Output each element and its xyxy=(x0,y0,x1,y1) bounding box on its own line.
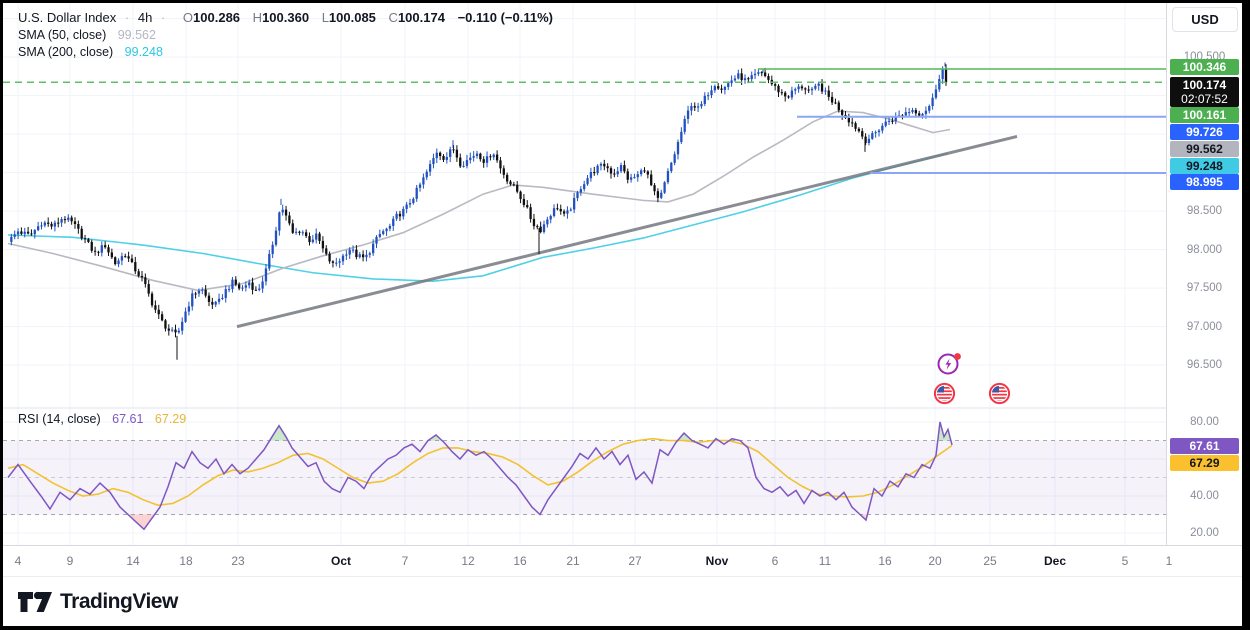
currency-button[interactable]: USD xyxy=(1172,7,1238,32)
rsi-legend: RSI (14, close) 67.61 67.29 xyxy=(18,412,186,426)
price-axis[interactable]: 100.500 98.500 98.000 97.500 97.000 96.500 80.… xyxy=(1166,3,1242,545)
sma50-line xyxy=(7,110,951,292)
tradingview-logo[interactable]: TradingView xyxy=(17,588,178,616)
price-levels-layer xyxy=(3,68,1166,175)
price-axis-badge: 100.161 xyxy=(1170,107,1239,123)
time-tick-label: Oct xyxy=(330,554,352,568)
logo-row: TradingView xyxy=(3,576,1242,626)
time-tick-label: 18 xyxy=(179,554,193,568)
open-value: 100.286 xyxy=(193,10,241,25)
candles-layer xyxy=(10,62,948,360)
separator-dot: · xyxy=(160,10,166,25)
rsi-value: 67.61 xyxy=(112,412,144,426)
sma200-value: 99.248 xyxy=(124,45,163,59)
sma200-row: SMA (200, close) 99.248 xyxy=(18,44,553,62)
time-tick-label: 16 xyxy=(878,554,892,568)
sma200-line xyxy=(7,152,949,283)
interval-label[interactable]: 4h xyxy=(137,10,153,25)
tradingview-logo-text: TradingView xyxy=(60,590,178,613)
time-tick-label: 25 xyxy=(983,554,997,568)
symbol-row: U.S. Dollar Index · 4h · O100.286 H100.3… xyxy=(18,9,553,27)
price-tick-label: 80.00 xyxy=(1190,416,1219,428)
price-axis-badge: 99.562 xyxy=(1170,141,1239,157)
sma50-row: SMA (50, close) 99.562 xyxy=(18,27,553,45)
rsi-line xyxy=(7,421,953,531)
rsi-band-layer xyxy=(3,407,1166,515)
overlay-lines-layer xyxy=(7,110,1018,329)
us-flag-event-icon[interactable] xyxy=(987,381,1012,411)
price-tick-label: 98.500 xyxy=(1186,205,1223,217)
close-value: 100.174 xyxy=(397,10,445,25)
price-axis-badge: 99.726 xyxy=(1170,124,1239,140)
time-tick-label: 16 xyxy=(513,554,527,568)
lightning-event-icon[interactable] xyxy=(936,350,964,383)
tradingview-logo-icon xyxy=(18,591,52,612)
price-axis-badge: 100.346 xyxy=(1170,59,1239,75)
sma50-legend-label[interactable]: SMA (50, close) xyxy=(18,27,107,42)
low-label: L xyxy=(321,10,329,25)
chart-root: U.S. Dollar Index · 4h · O100.286 H100.3… xyxy=(3,3,1242,626)
high-label: H xyxy=(252,10,263,25)
chart-canvas[interactable] xyxy=(3,3,1166,545)
time-tick-label: 4 xyxy=(14,554,22,568)
sma50-value: 99.562 xyxy=(117,27,156,42)
price-axis-badge: 67.29 xyxy=(1170,455,1239,471)
time-tick-label: 12 xyxy=(461,554,475,568)
time-tick-label: 11 xyxy=(818,554,832,568)
price-tick-label: 40.00 xyxy=(1190,490,1219,502)
time-tick-label: 14 xyxy=(126,554,140,568)
time-tick-label: 27 xyxy=(628,554,642,568)
price-change: −0.110 (−0.11%) xyxy=(457,10,553,25)
us-flag-event-icon[interactable] xyxy=(932,381,957,411)
time-tick-label: Dec xyxy=(1043,554,1067,568)
price-axis-badge: 100.174 02:07:52 xyxy=(1170,77,1239,107)
price-tick-label: 98.000 xyxy=(1186,244,1223,256)
low-value: 100.085 xyxy=(328,10,376,25)
symbol-legend: U.S. Dollar Index · 4h · O100.286 H100.3… xyxy=(18,9,553,62)
time-tick-label: 23 xyxy=(231,554,245,568)
price-tick-label: 96.500 xyxy=(1186,359,1223,371)
time-tick-label: 21 xyxy=(566,554,580,568)
price-axis-badge: 99.248 xyxy=(1170,158,1239,174)
symbol-title[interactable]: U.S. Dollar Index xyxy=(18,10,117,25)
time-axis[interactable]: 4 9 14 18 23 Oct 7 12 16 21 27 Nov 6 11 16 20 25 Dec 5 1 xyxy=(3,545,1242,576)
sma200-legend-label[interactable]: SMA (200, close) xyxy=(18,45,114,59)
rsi-legend-label[interactable]: RSI (14, close) xyxy=(18,412,101,426)
close-label: C xyxy=(388,10,398,25)
time-tick-label: 7 xyxy=(401,554,409,568)
separator-dot: · xyxy=(124,10,130,25)
time-tick-label: Nov xyxy=(705,554,729,568)
time-tick-label: 6 xyxy=(771,554,779,568)
high-value: 100.360 xyxy=(262,10,310,25)
price-tick-label: 20.00 xyxy=(1190,527,1219,539)
rsi-ma-value: 67.29 xyxy=(154,412,187,426)
time-tick-label: 5 xyxy=(1121,554,1129,568)
grid-layer xyxy=(3,3,1166,545)
price-axis-badge: 67.61 xyxy=(1170,438,1239,454)
time-tick-label: 20 xyxy=(928,554,942,568)
price-tick-label: 97.500 xyxy=(1186,282,1223,294)
rsi-layer xyxy=(7,421,953,531)
time-tick-label: 1 xyxy=(1165,554,1173,568)
price-tick-label: 97.000 xyxy=(1186,321,1223,333)
open-label: O xyxy=(182,10,194,25)
price-axis-badge: 98.995 xyxy=(1170,174,1239,190)
trendline xyxy=(236,134,1018,329)
time-tick-label: 9 xyxy=(66,554,74,568)
